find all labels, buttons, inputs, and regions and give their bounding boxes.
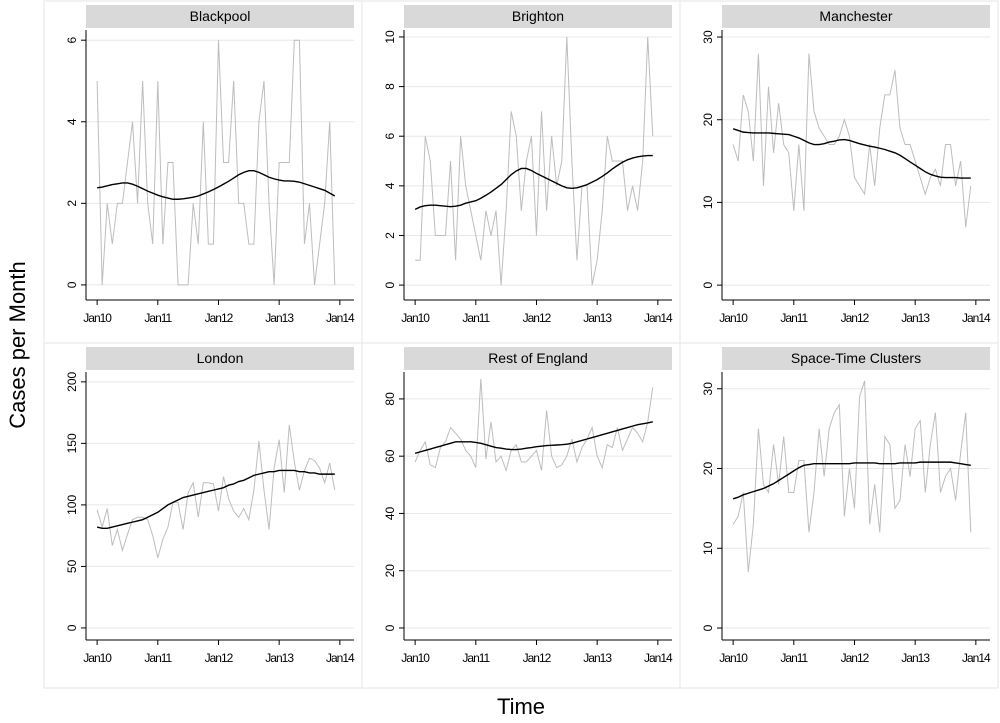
panel-header: [86, 347, 354, 370]
panel-frame: [361, 0, 681, 344]
y-tick-label: 200: [65, 372, 79, 392]
y-tick-label: 2: [65, 200, 79, 207]
x-tick-label: Jan10: [401, 311, 430, 325]
y-tick-label: 2: [383, 232, 397, 239]
y-tick-label: 20: [701, 462, 715, 476]
x-tick-label: Jan10: [83, 651, 112, 665]
y-tick-label: 100: [65, 495, 79, 515]
series-line: [414, 378, 654, 473]
panel-frame: [679, 0, 999, 344]
panel-title: Blackpool: [190, 8, 251, 24]
x-axis-title: Time: [497, 694, 545, 719]
y-tick-label: 6: [383, 133, 397, 140]
series-line: [415, 36, 654, 286]
y-tick-label: 8: [383, 83, 397, 90]
series-line: [732, 380, 972, 573]
x-tick-label: Jan10: [719, 651, 748, 665]
x-tick-label: Jan12: [523, 311, 552, 325]
x-tick-label: Jan14: [962, 311, 991, 325]
x-tick-label: Jan13: [265, 311, 294, 325]
x-tick-label: Jan13: [583, 651, 612, 665]
panel-header: [404, 5, 672, 28]
panel-frame: [361, 342, 681, 689]
x-tick-label: Jan13: [901, 311, 930, 325]
y-tick-label: 4: [383, 182, 397, 189]
y-tick-label: 0: [65, 624, 79, 631]
series-line: [96, 424, 336, 558]
x-tick-label: Jan11: [462, 651, 490, 665]
x-tick-label: Jan12: [205, 651, 234, 665]
panel-header: [722, 5, 990, 28]
y-tick-label: 0: [383, 281, 397, 288]
x-tick-label: Jan14: [962, 651, 991, 665]
y-tick-label: 10: [701, 541, 715, 555]
y-tick-label: 80: [383, 392, 397, 406]
x-tick-label: Jan14: [326, 311, 355, 325]
y-tick-label: 30: [701, 382, 715, 396]
x-tick-label: Jan11: [462, 311, 490, 325]
series-line: [732, 461, 971, 500]
x-tick-label: Jan11: [144, 651, 172, 665]
panel-title: Rest of England: [488, 350, 588, 366]
y-tick-label: 10: [701, 195, 715, 209]
x-tick-label: Jan12: [841, 651, 870, 665]
series-line: [96, 39, 336, 286]
panel-frame: [43, 0, 363, 344]
x-tick-label: Jan11: [780, 651, 808, 665]
y-tick-label: 10: [383, 30, 397, 44]
series-line: [96, 469, 335, 529]
y-tick-label: 0: [701, 281, 715, 288]
x-tick-label: Jan11: [780, 311, 808, 325]
panel-header: [404, 347, 672, 370]
y-tick-label: 0: [383, 624, 397, 631]
panel-title: Manchester: [819, 8, 892, 24]
x-tick-label: Jan13: [265, 651, 294, 665]
panel-title: Brighton: [512, 8, 564, 24]
x-tick-label: Jan14: [644, 311, 673, 325]
y-tick-label: 20: [701, 113, 715, 127]
x-tick-label: Jan12: [205, 311, 234, 325]
panel-header: [722, 347, 990, 370]
x-tick-label: Jan12: [523, 651, 552, 665]
y-tick-label: 60: [383, 449, 397, 463]
series-line: [414, 421, 653, 454]
x-tick-label: Jan12: [841, 311, 870, 325]
y-tick-label: 150: [65, 433, 79, 453]
series-line: [414, 154, 653, 211]
x-tick-label: Jan10: [83, 311, 112, 325]
x-tick-label: Jan14: [644, 651, 673, 665]
x-tick-label: Jan10: [401, 651, 430, 665]
x-tick-label: Jan13: [583, 311, 612, 325]
y-axis-title: Cases per Month: [5, 261, 30, 429]
y-tick-label: 50: [65, 559, 79, 573]
y-tick-label: 6: [65, 37, 79, 44]
panel-header: [86, 5, 354, 28]
panel-frame: [679, 342, 999, 689]
x-tick-label: Jan11: [144, 311, 172, 325]
x-tick-label: Jan13: [901, 651, 930, 665]
x-tick-label: Jan14: [326, 651, 355, 665]
y-tick-label: 0: [701, 624, 715, 631]
panel-title: Space-Time Clusters: [791, 350, 921, 366]
panel-title: London: [197, 350, 244, 366]
y-tick-label: 0: [65, 281, 79, 288]
panel-frame: [43, 342, 363, 689]
y-tick-label: 4: [65, 118, 79, 125]
y-tick-label: 40: [383, 506, 397, 520]
y-tick-label: 20: [383, 564, 397, 578]
x-tick-label: Jan10: [719, 311, 748, 325]
y-tick-label: 30: [701, 30, 715, 44]
series-line: [732, 128, 971, 179]
series-line: [97, 170, 336, 200]
series-line: [732, 53, 972, 228]
